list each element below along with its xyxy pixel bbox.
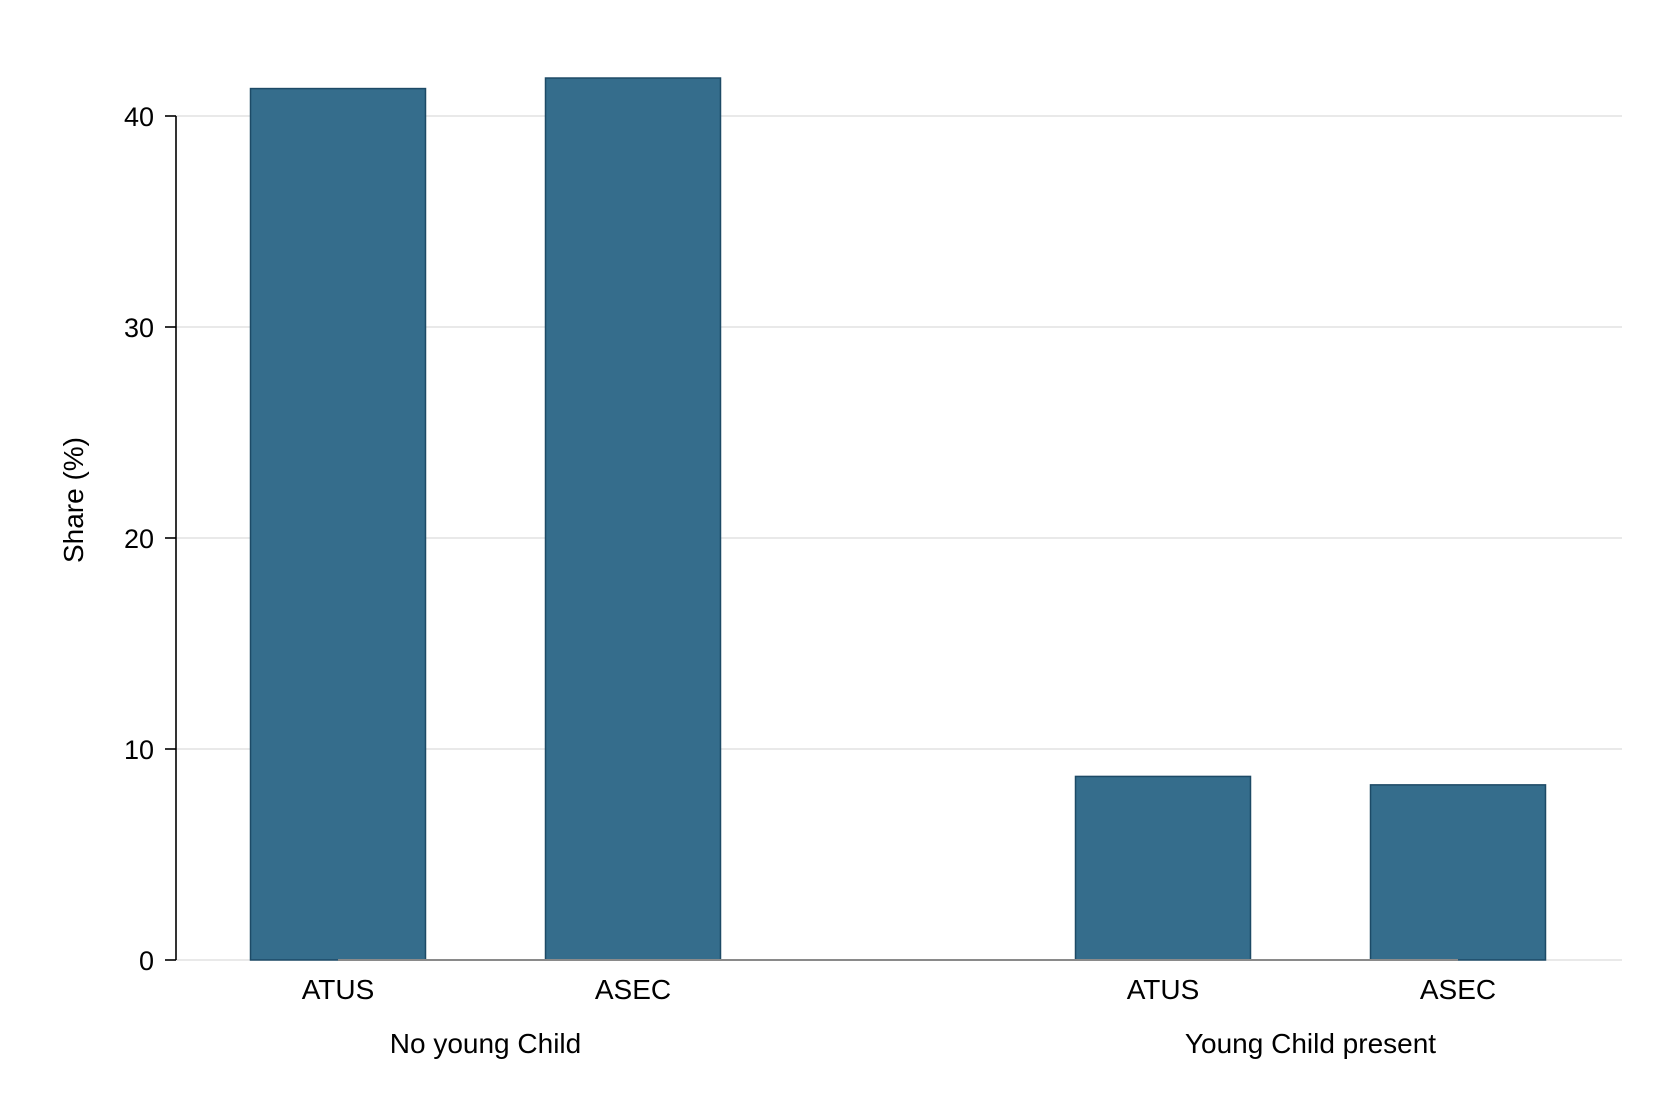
y-tick-label-40: 40 xyxy=(124,102,154,132)
y-tick-label-30: 30 xyxy=(124,313,154,343)
x-category-label-asec: ASEC xyxy=(1420,974,1496,1005)
group-labels: No young Child Young Child present xyxy=(390,1028,1437,1059)
y-axis-title: Share (%) xyxy=(58,437,89,563)
bar-no-young-child-asec xyxy=(544,77,722,961)
group-label-no-young-child: No young Child xyxy=(390,1028,581,1059)
group-label-young-child-present: Young Child present xyxy=(1185,1028,1436,1059)
y-tick-label-20: 20 xyxy=(124,524,154,554)
x-category-labels: ATUS ASEC ATUS ASEC xyxy=(302,974,1496,1005)
bars xyxy=(249,77,1547,961)
bar-young-child-present-asec xyxy=(1369,784,1547,961)
x-category-label-atus: ATUS xyxy=(1127,974,1200,1005)
y-tick-label-0: 0 xyxy=(139,946,154,976)
y-tick-label-10: 10 xyxy=(124,735,154,765)
x-category-label-asec: ASEC xyxy=(595,974,671,1005)
bar-young-child-present-atus xyxy=(1074,775,1252,961)
y-ticks: 0 10 20 30 40 xyxy=(124,102,176,976)
x-category-label-atus: ATUS xyxy=(302,974,375,1005)
bar-no-young-child-atus xyxy=(249,87,427,961)
